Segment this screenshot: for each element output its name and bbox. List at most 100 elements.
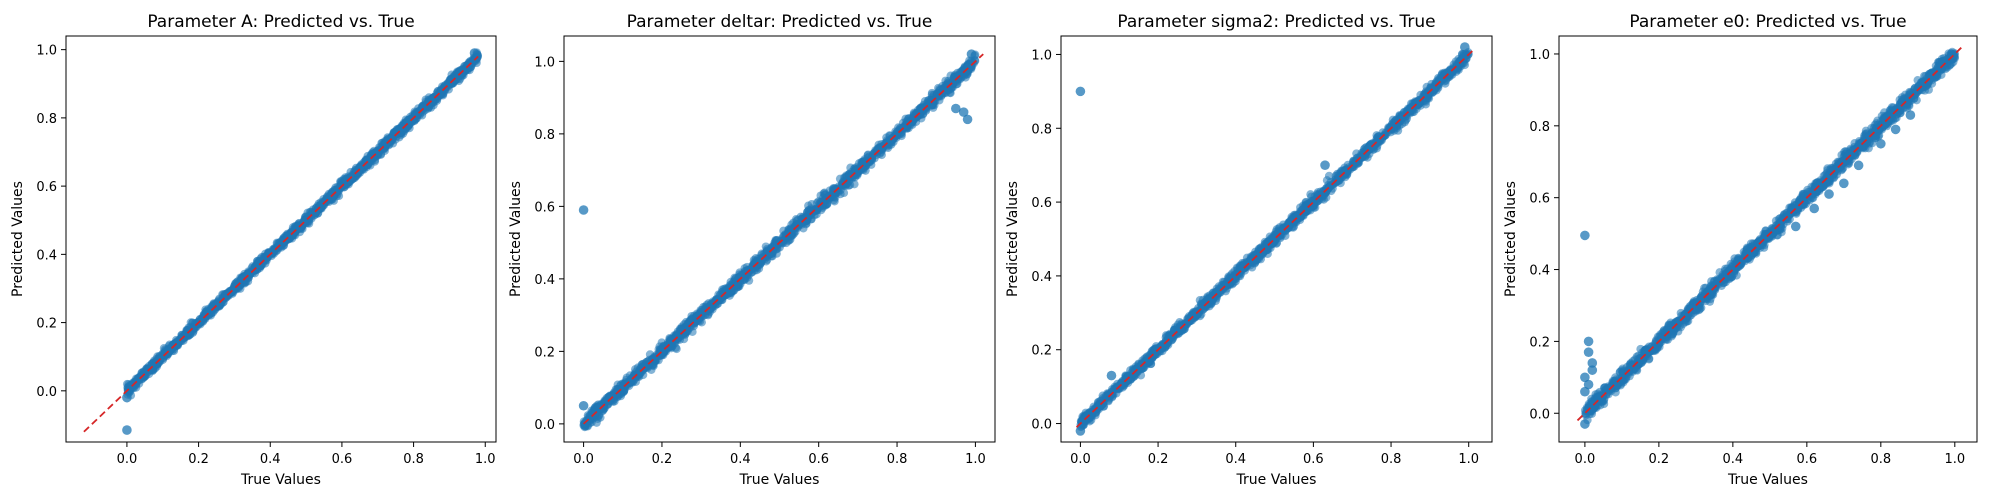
subplot-4: 0.0 0.2 0.4 0.6 0.8 1.00.00.20.40.60.81.0Para… (1503, 12, 1978, 488)
scatter-point (440, 86, 449, 96)
outlier-point (578, 400, 589, 411)
scatter-point (592, 401, 602, 410)
scatter-point (1321, 188, 1330, 197)
scatter-point (706, 304, 715, 313)
scatter-point (1307, 197, 1317, 207)
x-tick-label: 0.0 (573, 452, 594, 467)
scatter-point (1281, 231, 1290, 240)
identity-line (582, 53, 984, 425)
scatter-point (1088, 405, 1097, 414)
identity-line (1075, 50, 1474, 428)
outlier-point (1075, 426, 1086, 436)
scatter-point (839, 188, 849, 198)
y-tick-label: 0.0 (1031, 418, 1052, 433)
outlier-point (469, 48, 480, 58)
outlier-point (962, 114, 973, 125)
x-tick-label: 0.8 (887, 452, 908, 467)
scatter-point (370, 149, 380, 158)
scatter-point (649, 361, 658, 371)
outlier-point (122, 425, 132, 435)
scatter-point (671, 343, 680, 352)
y-tick-label: 0.4 (1031, 270, 1052, 285)
scatter-point (147, 359, 157, 369)
subplot-3: 0.0 0.2 0.4 0.6 0.8 1.00.00.20.40.60.81.0Para… (1005, 12, 1493, 488)
scatter-point (725, 286, 735, 295)
scatter-point (659, 342, 669, 352)
y-tick-label: 0.8 (534, 128, 555, 143)
scatter-point (784, 231, 794, 240)
outlier-point (1320, 160, 1330, 170)
scatter-points (1576, 46, 1963, 429)
x-tick-label: 0.6 (1303, 452, 1324, 467)
y-tick-label: 1.0 (1031, 48, 1052, 63)
scatter-point (622, 373, 632, 382)
scatter-point (1429, 85, 1438, 95)
outlier-point (578, 205, 589, 215)
outlier-point (951, 103, 961, 114)
x-axis-label: True Values (739, 472, 820, 488)
scatter-point (930, 100, 939, 110)
outlier-point (958, 107, 969, 117)
axes-frame (1060, 35, 1493, 443)
scatter-point (1357, 153, 1366, 163)
scatter-point (924, 96, 934, 105)
scatter-point (362, 155, 371, 165)
scatter-point (271, 247, 281, 256)
x-axis-label: True Values (1236, 472, 1317, 488)
y-axis-label: Predicted Values (1005, 181, 1021, 297)
y-tick-label: 0.0 (534, 418, 555, 433)
outlier-point (1460, 42, 1470, 52)
scatter-point (1343, 160, 1353, 170)
y-axis-label: Predicted Values (10, 181, 26, 297)
scatter-point (1131, 365, 1140, 374)
y-tick-label: 0.4 (534, 273, 555, 288)
x-tick-label: 0.8 (1381, 452, 1402, 467)
y-tick-label: 0.4 (36, 248, 57, 263)
x-tick-label: 0.4 (1225, 452, 1246, 467)
x-tick-label: 1.0 (965, 452, 986, 467)
scatter-point (733, 281, 742, 290)
scatter-point (1182, 320, 1192, 329)
scatter-point (859, 157, 868, 167)
scatter-point (812, 210, 821, 219)
scatter-points (1075, 42, 1474, 436)
scatter-point (807, 200, 816, 209)
x-tick-label: 1.0 (1458, 452, 1479, 467)
y-tick-label: 0.2 (534, 345, 555, 360)
scatter-point (944, 76, 953, 86)
scatter-point (1397, 110, 1407, 120)
x-tick-label: 0.2 (188, 452, 209, 467)
outlier-point (122, 392, 132, 403)
scatter-point (845, 180, 855, 190)
scatter-point (125, 385, 134, 394)
subplot-2: 0.0 0.2 0.4 0.6 0.8 1.00.00.20.40.60.81.0Para… (508, 12, 996, 488)
x-axis-label: True Values (240, 472, 321, 488)
axes-frame (563, 35, 996, 443)
subplot-1: 0.0 0.2 0.4 0.6 0.8 1.00.00.20.40.60.81.0Para… (10, 12, 497, 488)
scatter-point (1144, 356, 1153, 366)
scatter-point (451, 70, 460, 79)
y-tick-label: 0.8 (36, 112, 57, 127)
scatter-point (909, 115, 918, 125)
y-axis-label: Predicted Values (508, 181, 524, 297)
y-tick-label: 0.6 (1031, 196, 1052, 211)
scatter-point (688, 327, 697, 337)
scatter-point (634, 371, 643, 380)
y-tick-label: 0.0 (36, 385, 57, 400)
x-tick-label: 0.0 (117, 452, 138, 467)
y-tick-label: 0.6 (534, 200, 555, 215)
chart-title: Parameter deltar: Predicted vs. True (627, 12, 933, 32)
scatter-point (1263, 245, 1272, 255)
y-tick-label: 1.0 (36, 44, 57, 59)
scatter-point (915, 105, 924, 114)
x-tick-label: 1.0 (475, 452, 496, 467)
y-tick-label: 0.2 (1031, 344, 1052, 359)
scatter-points (83, 48, 483, 435)
x-tick-label: 0.2 (652, 452, 673, 467)
scatter-point (686, 318, 695, 328)
x-tick-label: 0.2 (1148, 452, 1169, 467)
scatter-point (316, 200, 325, 210)
scatter-point (1353, 159, 1362, 169)
x-tick-label: 0.6 (808, 452, 829, 467)
